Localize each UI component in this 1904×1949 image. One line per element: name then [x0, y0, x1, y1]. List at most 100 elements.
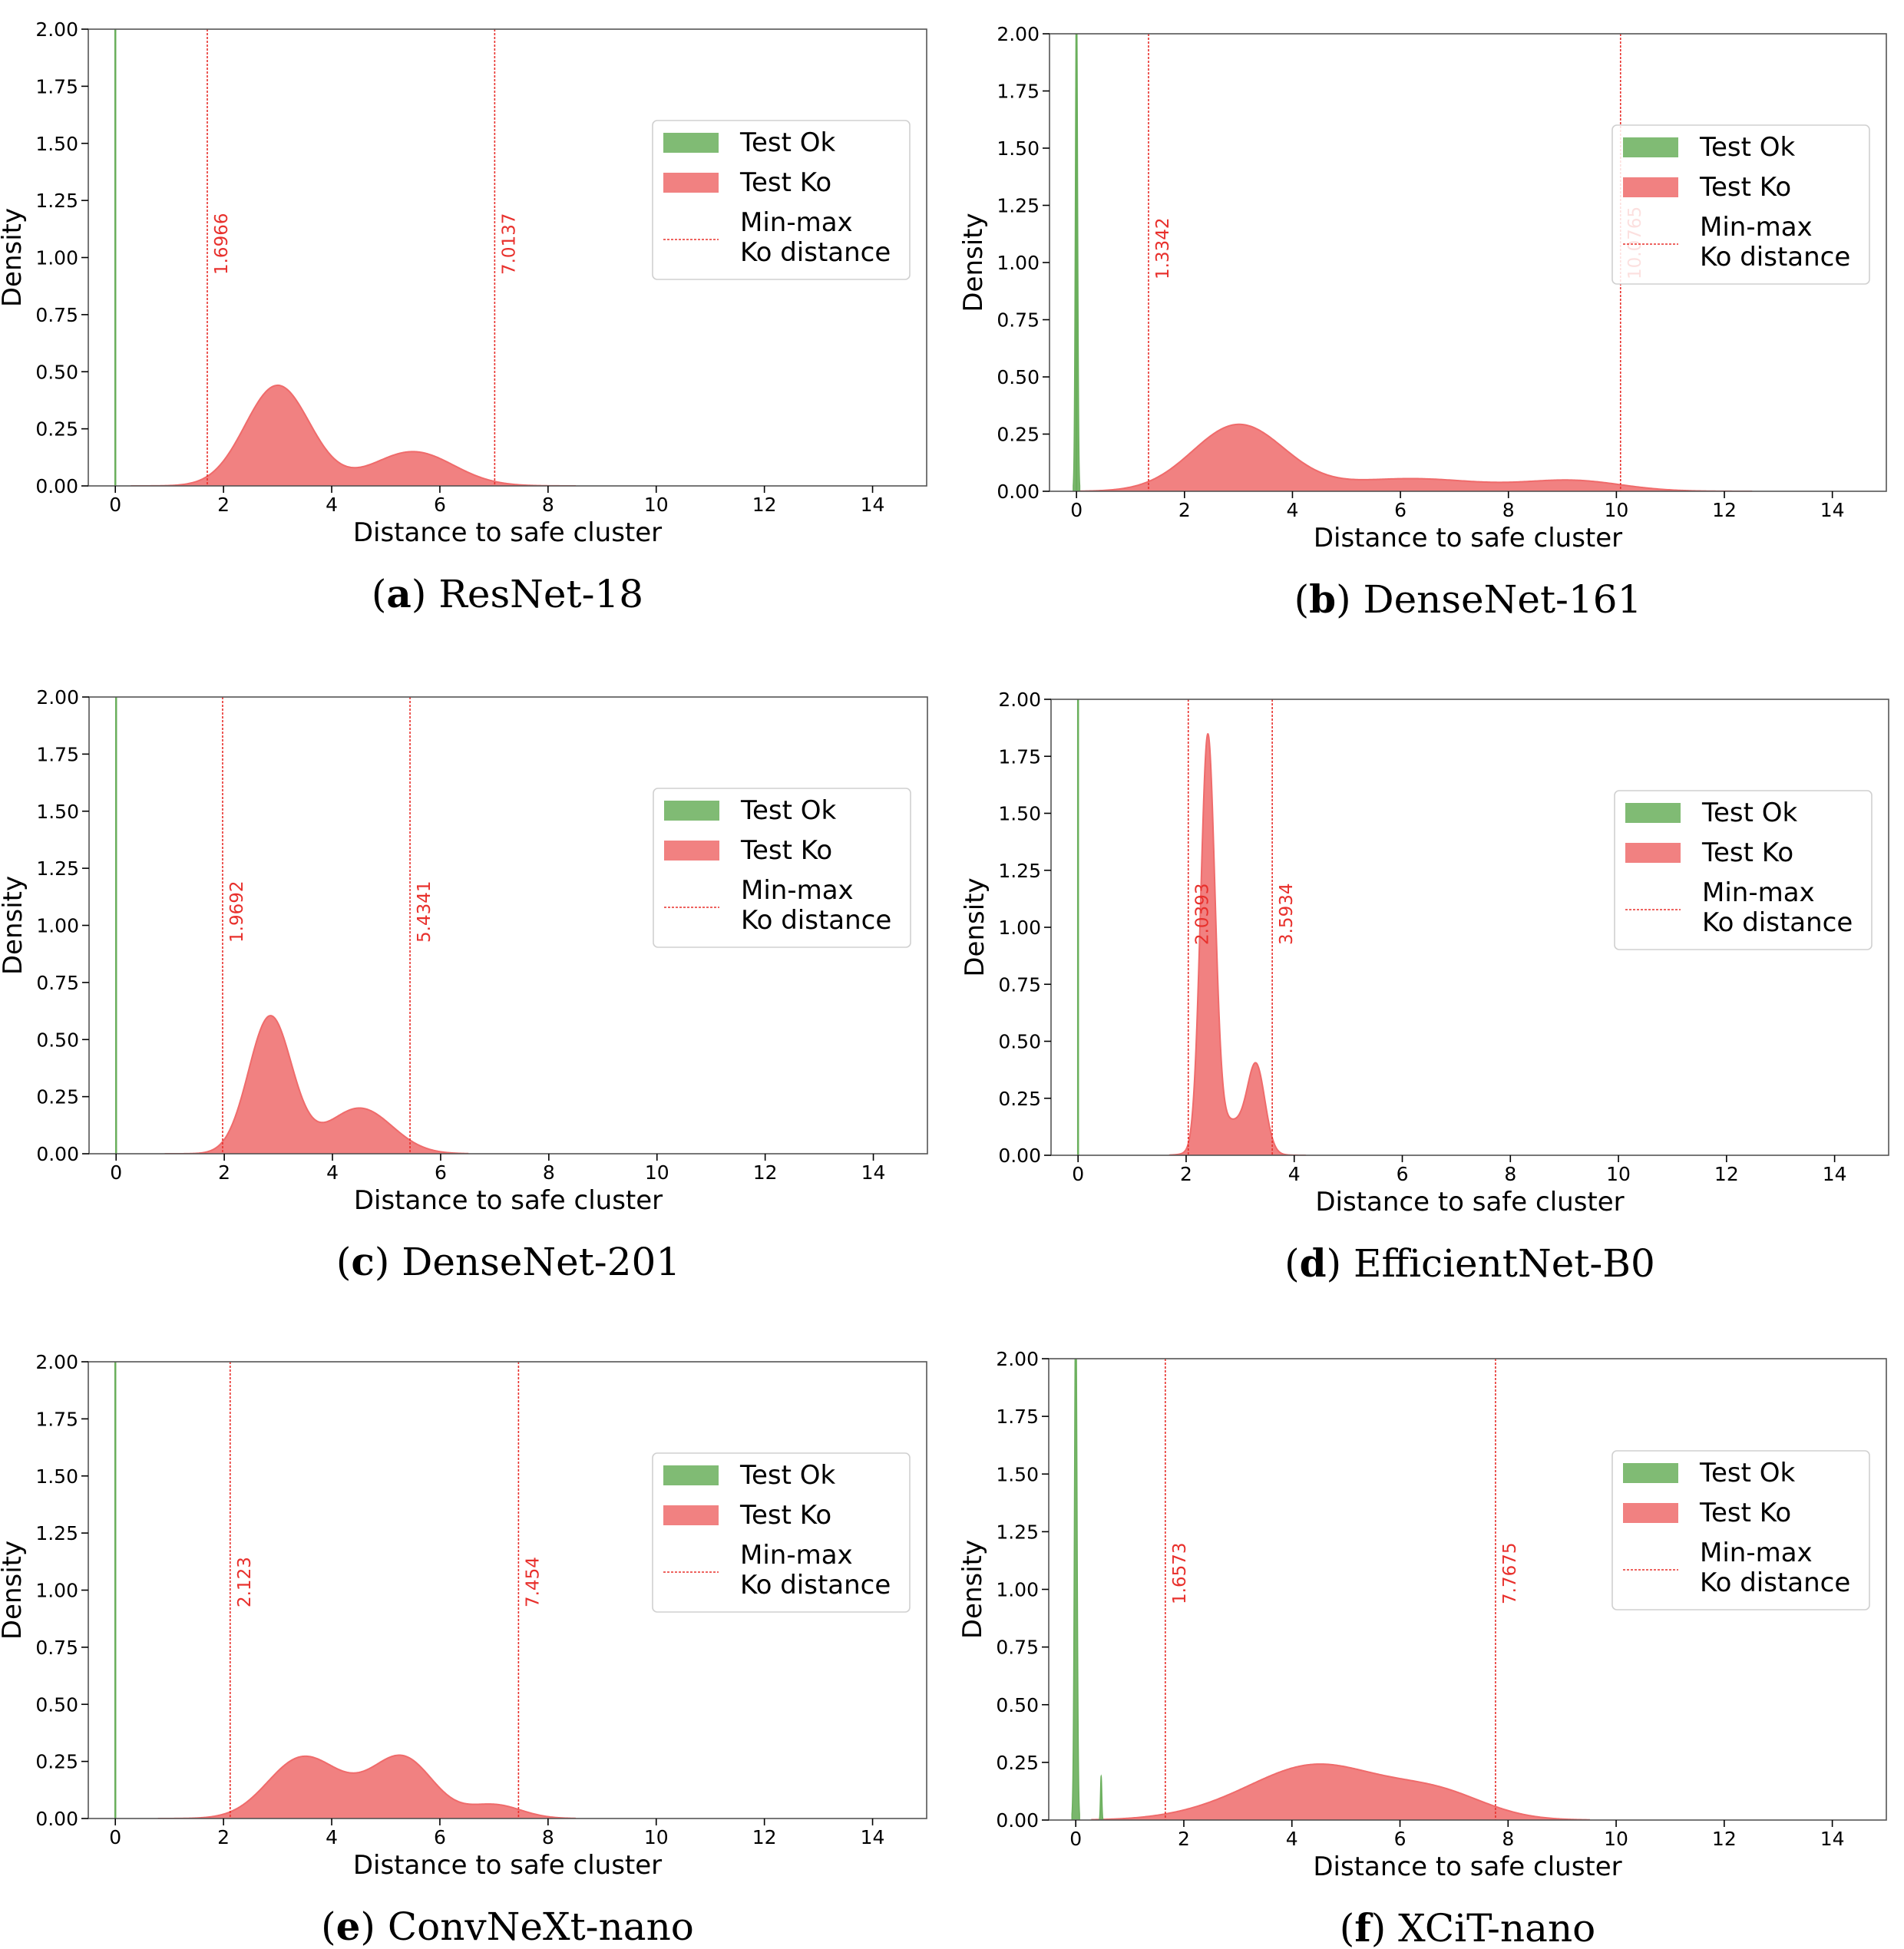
- panel-a-caption-letter: a: [386, 571, 411, 616]
- panel-c-xtick-label-3: 6: [435, 1161, 447, 1184]
- panel-a-legend-minmax-label-2: Ko distance: [740, 237, 891, 268]
- panel-c-legend-minmax-label-1: Min-max: [741, 875, 854, 906]
- panel-e-legend-minmax-label-1: Min-max: [740, 1540, 853, 1571]
- panel-a-ytick-label-7: 1.75: [35, 75, 78, 97]
- panel-c: 1.9692 5.4341 0 2 4 6 8 10 12 14 0.00 0.25 0.50 0.75 1…: [0, 686, 928, 1284]
- panel-c-legend-ok-swatch: [664, 801, 719, 821]
- panel-c-caption: (c) DenseNet-201: [336, 1239, 680, 1284]
- panel-f-caption-title: XCiT-nano: [1398, 1906, 1595, 1949]
- panel-d-minmax-label-0: 2.0393: [1193, 884, 1213, 945]
- panel-a-xtick-label-0: 0: [109, 494, 121, 516]
- panel-a: 1.6966 7.0137 0 2 4 6 8 10 12 14 0.00 0.25 0.50 0.75 1…: [0, 18, 927, 616]
- panel-e-caption-letter: e: [336, 1904, 361, 1949]
- panel-b-xtick-label-7: 14: [1820, 499, 1845, 521]
- panel-e-xtick-label-3: 6: [434, 1826, 446, 1848]
- panel-c-minmax-label-1: 5.4341: [415, 881, 435, 943]
- panel-a-legend-minmax-label-1: Min-max: [740, 207, 853, 238]
- panel-c-minmax-label-0: 1.9692: [227, 881, 247, 943]
- panel-d-xtick-label-2: 4: [1288, 1163, 1301, 1185]
- panel-f-minmax-label-0: 1.6573: [1170, 1543, 1190, 1604]
- panel-a-ylabel: Density: [0, 208, 28, 307]
- panel-f-ytick-label-3: 0.75: [996, 1637, 1039, 1659]
- panel-d-legend-minmax-label-1: Min-max: [1702, 877, 1815, 908]
- panel-b-ytick-label-2: 0.50: [997, 366, 1040, 388]
- panel-f-ko-density: [1091, 1763, 1590, 1820]
- panel-a-ko-density: [131, 384, 577, 486]
- panel-f-legend-minmax-label-1: Min-max: [1700, 1538, 1813, 1568]
- panel-e-caption-title: ConvNeXt-nano: [388, 1904, 694, 1949]
- panel-c-caption-title: DenseNet-201: [402, 1240, 680, 1284]
- panel-d-ytick-label-2: 0.50: [998, 1031, 1041, 1053]
- panel-e-legend-ok-swatch: [663, 1465, 719, 1485]
- panel-b-xtick-label-4: 8: [1502, 499, 1515, 521]
- panel-f-xlabel: Distance to safe cluster: [1313, 1852, 1621, 1882]
- panel-a-caption-title: ResNet-18: [438, 572, 643, 616]
- panel-b-xtick-label-6: 12: [1712, 499, 1737, 521]
- panel-e-ko-density: [157, 1754, 577, 1819]
- panel-b-plot-area: [1073, 34, 1753, 491]
- panel-f-legend-ko-swatch: [1623, 1503, 1678, 1523]
- panel-f-ytick-label-7: 1.75: [996, 1406, 1039, 1428]
- panel-c-xtick-label-6: 12: [753, 1161, 778, 1184]
- panel-e-legend-ko-swatch: [663, 1505, 719, 1525]
- panel-b-caption-letter: b: [1309, 576, 1336, 622]
- panel-f-plot-area: [1071, 1359, 1590, 1820]
- panel-b-legend-ko-swatch: [1623, 177, 1678, 197]
- panel-a-ytick-label-1: 0.25: [35, 418, 78, 441]
- panel-b-ytick-label-0: 0.00: [997, 481, 1040, 503]
- panel-b-legend-minmax-label-1: Min-max: [1700, 212, 1813, 243]
- panel-d-ko-density: [1169, 733, 1306, 1155]
- panel-e-ytick-label-0: 0.00: [35, 1808, 78, 1830]
- panel-d-legend-ko-swatch: [1625, 843, 1681, 863]
- panel-a-ytick-label-4: 1.00: [35, 247, 78, 269]
- panel-c-xtick-label-7: 14: [861, 1161, 886, 1184]
- panel-f-ok-spike-0: [1071, 1359, 1080, 1820]
- panel-a-caption-open-paren: (: [372, 572, 387, 616]
- panel-c-ytick-label-8: 2.00: [36, 686, 79, 709]
- panel-e-ytick-label-6: 1.50: [35, 1465, 78, 1488]
- panel-c-legend-ko-label: Test Ko: [740, 835, 832, 866]
- panel-f-minmax-label-1: 7.7675: [1500, 1543, 1520, 1604]
- panel-a-xtick-label-3: 6: [434, 494, 446, 516]
- panel-f-legend-box: [1611, 1450, 1870, 1610]
- panel-a-legend-ko-label: Test Ko: [739, 167, 831, 198]
- panel-d-ylabel: Density: [960, 877, 990, 976]
- panel-e-ytick-label-8: 2.00: [35, 1351, 78, 1373]
- panel-c-xtick-label-2: 4: [326, 1161, 339, 1184]
- panel-d-xtick-label-5: 10: [1606, 1163, 1631, 1185]
- panel-e-legend-box: [652, 1452, 911, 1613]
- panel-c-legend-box: [653, 788, 911, 948]
- panel-d-legend-ok-swatch: [1625, 803, 1681, 823]
- panel-f-caption: (f) XCiT-nano: [1340, 1905, 1596, 1949]
- panel-f-ytick-label-4: 1.00: [996, 1579, 1039, 1601]
- panel-e-caption-open-paren: (: [321, 1904, 336, 1949]
- panel-b-xtick-label-0: 0: [1070, 499, 1083, 521]
- panel-f-legend-minmax-label-2: Ko distance: [1700, 1567, 1850, 1598]
- panel-c-ytick-label-7: 1.75: [36, 743, 79, 765]
- panel-a-ytick-label-0: 0.00: [35, 475, 78, 497]
- panel-b-ytick-label-4: 1.00: [997, 252, 1040, 274]
- panel-d-legend-ko-label: Test Ko: [1701, 837, 1793, 868]
- panel-d-xtick-label-4: 8: [1504, 1163, 1516, 1185]
- panel-e-minmax-label-1: 7.454: [523, 1557, 543, 1607]
- panel-e-xtick-label-1: 2: [217, 1826, 230, 1848]
- panel-b-caption: (b) DenseNet-161: [1294, 576, 1642, 622]
- panel-e-plot-area: [114, 1362, 577, 1819]
- panel-a-ytick-label-3: 0.75: [35, 304, 78, 326]
- panel-f-xtick-label-5: 10: [1604, 1828, 1628, 1850]
- panel-e-legend-ko-label: Test Ko: [739, 1500, 831, 1531]
- panel-f-ytick-label-0: 0.00: [996, 1809, 1039, 1832]
- panel-b-xtick-label-2: 4: [1286, 499, 1298, 521]
- panel-b-caption-title: DenseNet-161: [1364, 577, 1642, 622]
- panel-b-xtick-label-3: 6: [1394, 499, 1407, 521]
- panel-e-xtick-label-0: 0: [109, 1826, 121, 1848]
- panel-c-plot-area: [114, 697, 469, 1154]
- panel-e-ytick-label-5: 1.25: [35, 1522, 78, 1544]
- panel-f-caption-letter: f: [1354, 1905, 1373, 1949]
- panel-a-legend-ko-swatch: [663, 173, 719, 193]
